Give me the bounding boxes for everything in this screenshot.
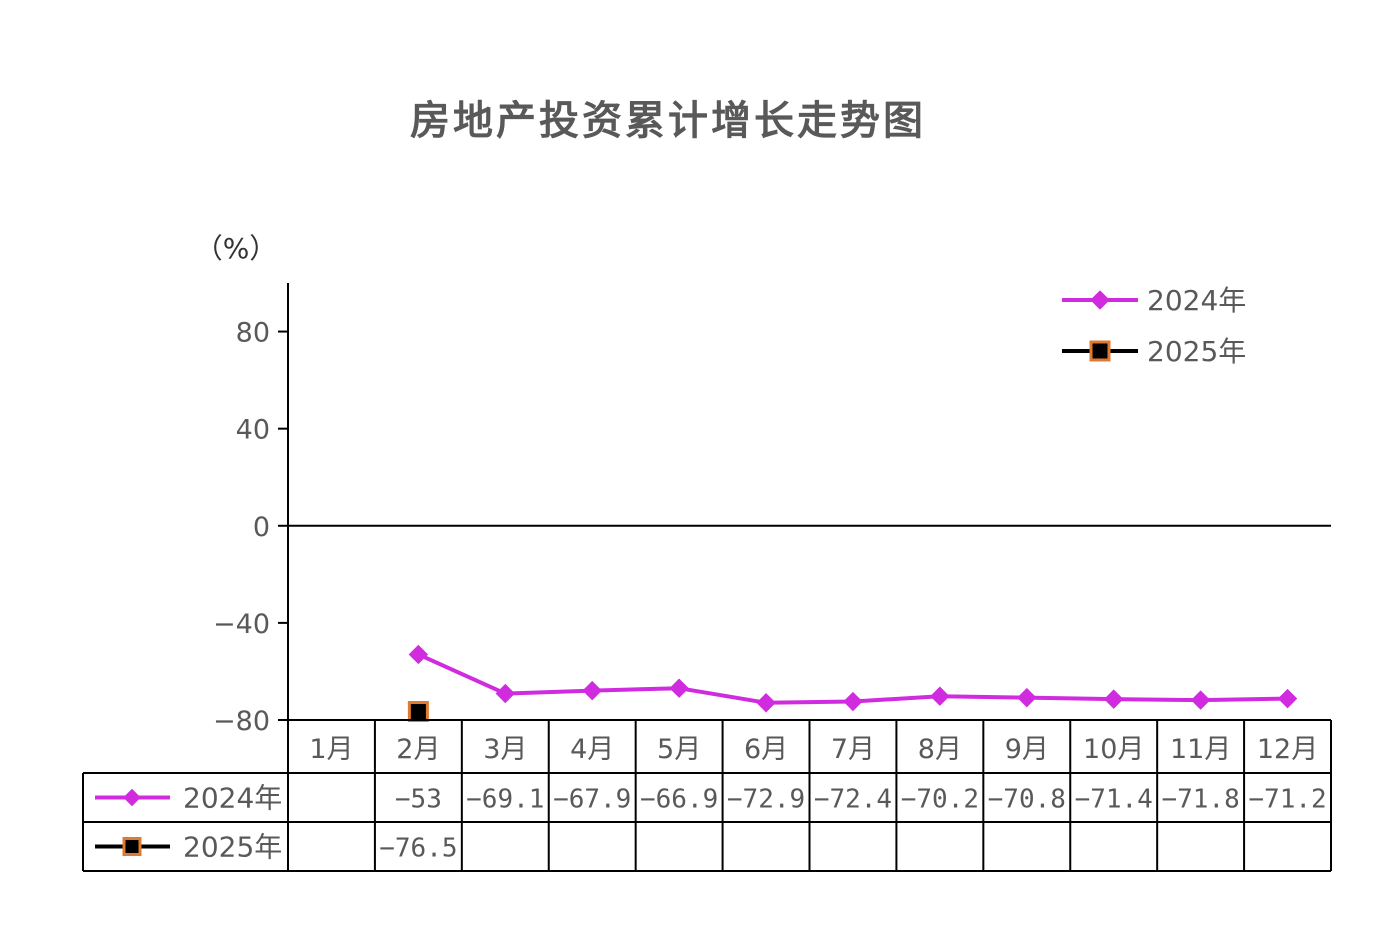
data-label: −72.9 [727, 785, 805, 815]
data-label: −53 [395, 785, 442, 815]
category-label: 9月 [1005, 734, 1049, 765]
legend-entry-label: 2024年 [1147, 284, 1246, 317]
series-marker-0 [843, 691, 863, 712]
y-tick-label: 80 [236, 318, 270, 349]
legend-entry-label: 2025年 [1147, 335, 1246, 368]
legend-key-marker [1090, 290, 1110, 310]
legend-key-marker [1089, 340, 1111, 362]
category-label: 7月 [831, 734, 875, 765]
category-label: 2月 [396, 734, 440, 765]
series-marker-0 [495, 683, 515, 704]
y-tick-label: −40 [213, 609, 270, 640]
data-label: −67.9 [553, 785, 631, 815]
series-marker-0 [408, 644, 429, 665]
legend: 2024年 2025年 [1062, 284, 1246, 368]
data-label: −70.8 [988, 785, 1066, 815]
series-marker-1 [407, 701, 429, 723]
y-axis-unit-label: （%） [195, 232, 278, 265]
data-table: 1月 2月 3月 4月 5月 6月 7月 8月 9月 10月 11月 12月 2024年 −53 −69.1… [82, 719, 1332, 872]
category-label: 5月 [657, 734, 701, 765]
data-label: −70.2 [901, 785, 979, 815]
series-marker-0 [582, 680, 602, 701]
category-label: 4月 [570, 734, 614, 765]
data-label: −72.4 [814, 785, 892, 815]
plot-area: 80 40 0 −40 −80 [213, 283, 1331, 737]
data-label: −71.8 [1161, 785, 1239, 815]
table-legend-key-marker [122, 837, 142, 856]
data-label: −71.4 [1075, 785, 1153, 815]
series-marker-0 [669, 678, 689, 698]
y-tick-label: 40 [236, 415, 270, 446]
series-marker-0 [1017, 687, 1037, 708]
y-tick-label: −80 [213, 706, 270, 737]
data-label: −66.9 [640, 785, 718, 815]
y-tick-label: 0 [253, 512, 270, 543]
table-legend-key-marker [123, 788, 141, 807]
table-series-name: 2024年 [183, 782, 282, 815]
data-label: −71.2 [1248, 785, 1326, 815]
data-label: −69.1 [466, 785, 544, 815]
series-marker-0 [756, 693, 776, 713]
series-marker-0 [1104, 689, 1124, 709]
series-marker-0 [930, 686, 950, 706]
series-marker-0 [1190, 690, 1211, 710]
table-series-name: 2025年 [183, 831, 282, 864]
chart-title: 房地产投资累计增长走势图 [410, 98, 926, 144]
data-label: −76.5 [379, 834, 457, 864]
category-label: 1月 [309, 734, 353, 765]
series-marker-0 [1277, 688, 1298, 709]
category-label: 11月 [1170, 734, 1231, 765]
category-label: 8月 [918, 734, 962, 765]
category-label: 6月 [744, 734, 788, 765]
category-label: 12月 [1257, 734, 1318, 765]
category-label: 3月 [483, 734, 527, 765]
category-label: 10月 [1083, 734, 1144, 765]
